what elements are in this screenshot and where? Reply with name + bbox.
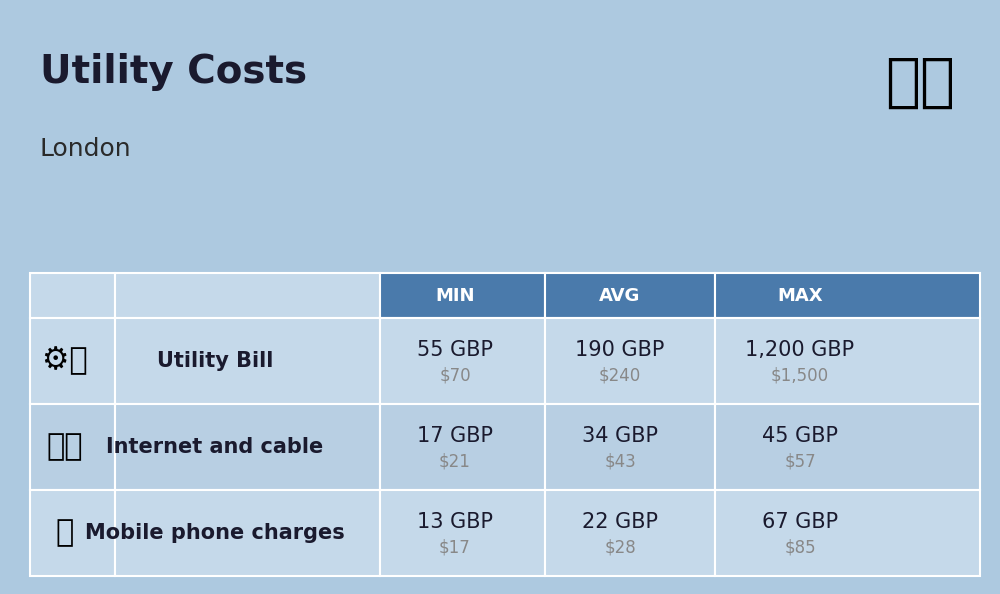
Text: 17 GBP: 17 GBP (417, 426, 493, 446)
FancyBboxPatch shape (115, 490, 380, 576)
FancyBboxPatch shape (545, 273, 715, 318)
Text: $85: $85 (784, 539, 816, 557)
Text: 📱: 📱 (56, 519, 74, 548)
Text: $21: $21 (439, 453, 471, 471)
Text: Mobile phone charges: Mobile phone charges (85, 523, 345, 543)
FancyBboxPatch shape (30, 404, 115, 490)
Text: 190 GBP: 190 GBP (575, 340, 665, 360)
FancyBboxPatch shape (115, 273, 380, 318)
Text: 55 GBP: 55 GBP (417, 340, 493, 360)
Text: $70: $70 (439, 366, 471, 385)
Text: $28: $28 (604, 539, 636, 557)
FancyBboxPatch shape (30, 273, 115, 318)
FancyBboxPatch shape (30, 490, 115, 576)
Text: 34 GBP: 34 GBP (582, 426, 658, 446)
FancyBboxPatch shape (545, 490, 715, 576)
Text: Utility Costs: Utility Costs (40, 53, 307, 91)
Text: 22 GBP: 22 GBP (582, 513, 658, 532)
Text: Utility Bill: Utility Bill (157, 351, 273, 371)
FancyBboxPatch shape (380, 318, 545, 404)
Text: MAX: MAX (777, 286, 823, 305)
Text: $240: $240 (599, 366, 641, 385)
FancyBboxPatch shape (115, 404, 380, 490)
Text: $1,500: $1,500 (771, 366, 829, 385)
Text: AVG: AVG (599, 286, 641, 305)
Text: 67 GBP: 67 GBP (762, 513, 838, 532)
Text: 📶🖥: 📶🖥 (47, 432, 83, 462)
FancyBboxPatch shape (715, 273, 980, 318)
FancyBboxPatch shape (380, 273, 545, 318)
Text: $17: $17 (439, 539, 471, 557)
FancyBboxPatch shape (115, 318, 380, 404)
FancyBboxPatch shape (545, 318, 715, 404)
Text: ⚙️🔌: ⚙️🔌 (42, 346, 88, 375)
Text: 45 GBP: 45 GBP (762, 426, 838, 446)
Text: $43: $43 (604, 453, 636, 471)
Text: London: London (40, 137, 132, 160)
FancyBboxPatch shape (545, 404, 715, 490)
FancyBboxPatch shape (380, 404, 545, 490)
FancyBboxPatch shape (715, 404, 980, 490)
Text: 13 GBP: 13 GBP (417, 513, 493, 532)
FancyBboxPatch shape (30, 318, 115, 404)
Text: 1,200 GBP: 1,200 GBP (745, 340, 855, 360)
Text: Internet and cable: Internet and cable (106, 437, 324, 457)
Text: $57: $57 (784, 453, 816, 471)
Text: MIN: MIN (435, 286, 475, 305)
Text: 🇬🇧: 🇬🇧 (885, 53, 955, 110)
FancyBboxPatch shape (715, 490, 980, 576)
FancyBboxPatch shape (380, 490, 545, 576)
FancyBboxPatch shape (715, 318, 980, 404)
